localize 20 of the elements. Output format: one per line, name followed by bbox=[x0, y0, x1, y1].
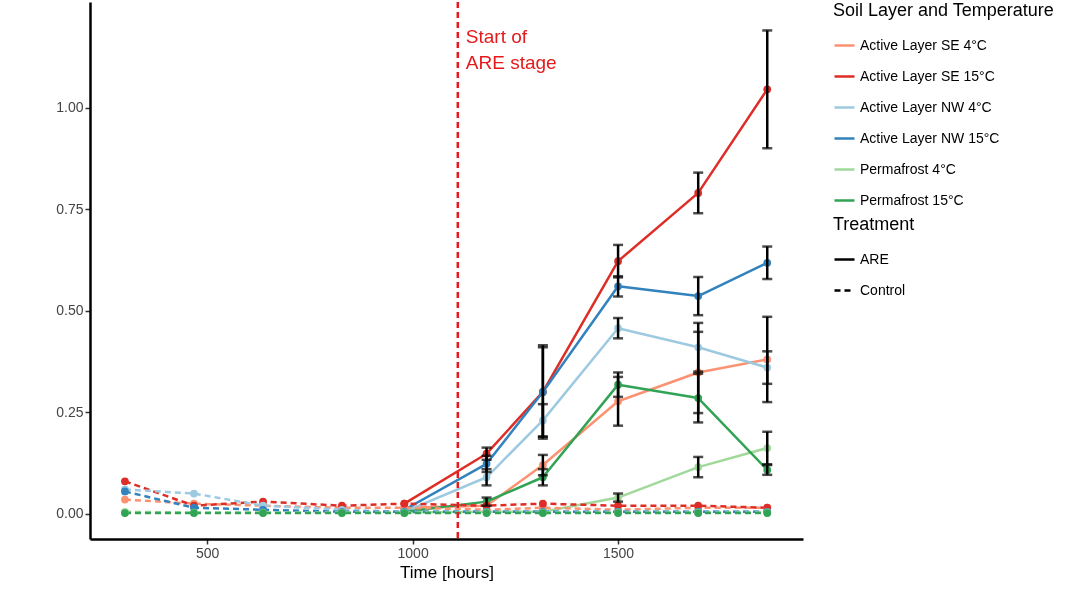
y-tick-label: 0.50 bbox=[56, 302, 84, 319]
x-axis-title: Time [hours] bbox=[400, 562, 494, 582]
x-tick-label: 500 bbox=[195, 544, 220, 561]
text: ARE bbox=[860, 250, 889, 267]
y-tick-label: 0.75 bbox=[56, 200, 84, 217]
legend-label: Permafrost 15°C bbox=[860, 191, 964, 208]
y-tick-label: 0.25 bbox=[56, 403, 84, 420]
y-tick-label: 0.00 bbox=[56, 505, 84, 522]
legend-title: Soil Layer and Temperature bbox=[833, 0, 1054, 20]
legend-label: Active Layer NW 15°C bbox=[860, 129, 1000, 146]
y-tick-label: 1.00 bbox=[56, 99, 84, 116]
legend-label: Permafrost 4°C bbox=[860, 160, 956, 177]
x-tick-label: 1500 bbox=[602, 544, 635, 561]
text: Treatment bbox=[833, 214, 915, 234]
x-tick-label: 1000 bbox=[397, 544, 429, 561]
legend-label: Active Layer SE 4°C bbox=[860, 36, 987, 53]
ref-line-label: Start of ARE stage bbox=[465, 26, 557, 73]
legend-label: Active Layer SE 15°C bbox=[860, 67, 995, 84]
legend-label: Active Layer NW 4°C bbox=[860, 98, 992, 115]
text: Control bbox=[860, 281, 906, 298]
